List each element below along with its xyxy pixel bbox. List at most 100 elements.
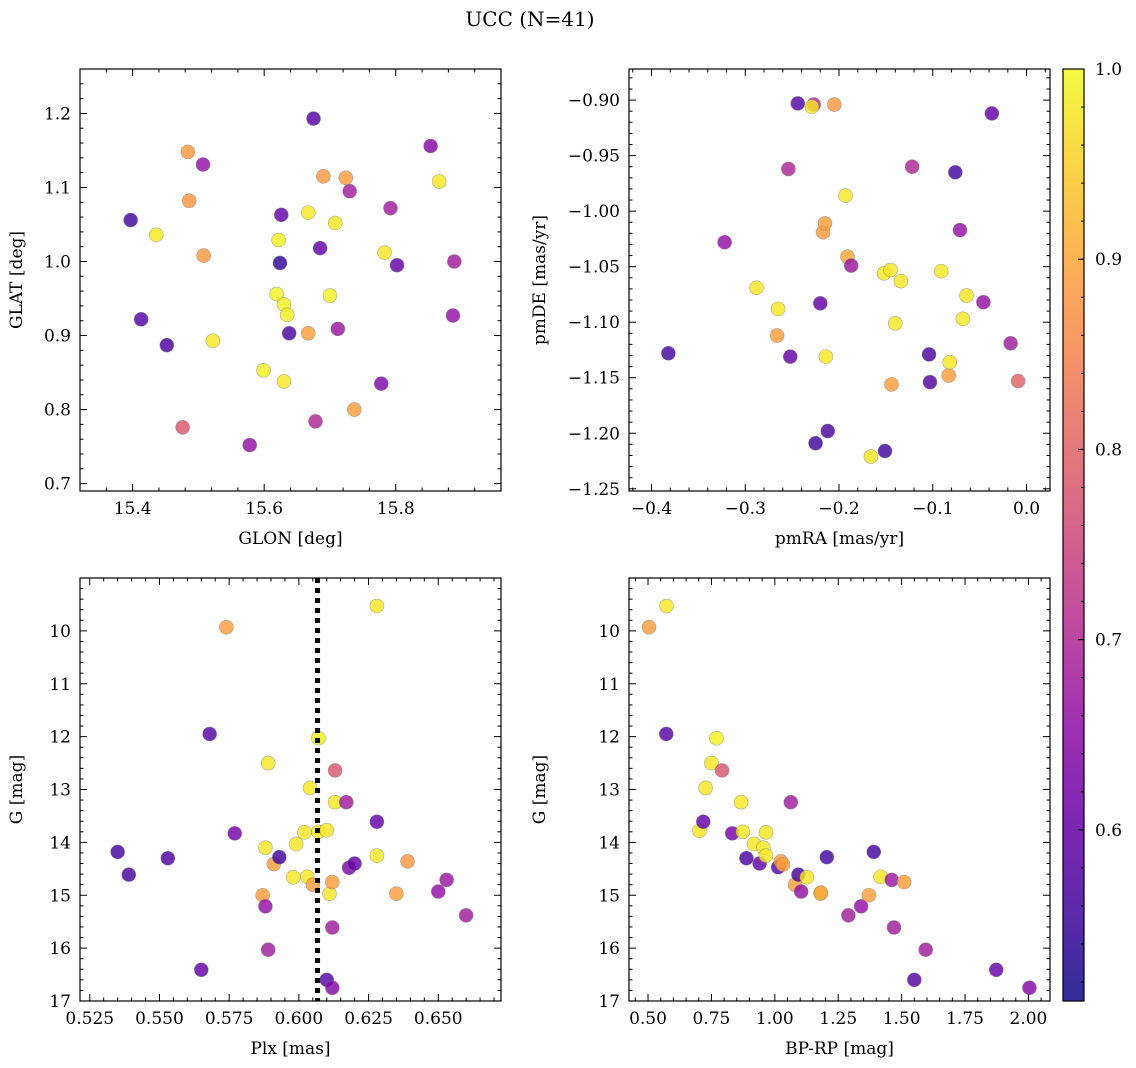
scatter-point — [369, 814, 385, 830]
scatter-point — [793, 884, 809, 899]
colorbar-tick-label: 0.8 — [1095, 440, 1122, 460]
y-tick-label: 10 — [49, 622, 71, 642]
x-tick-label: 15.8 — [377, 499, 415, 519]
scatter-point — [219, 619, 234, 635]
scatter-point — [819, 849, 835, 865]
y-tick-label: 13 — [598, 781, 620, 801]
scatter-point — [175, 420, 190, 435]
scatter-point — [758, 825, 774, 840]
scatter-panel-4: 0.50 0.75 1.00 1.25 1.50 1.75 2.00 10 11 12 13 14 15… — [530, 577, 1051, 1059]
scatter-point — [193, 962, 209, 978]
scatter-point — [988, 962, 1004, 978]
scatter-point — [863, 449, 879, 464]
colorbar-tick-label: 1.0 — [1095, 60, 1122, 80]
scatter-point — [808, 435, 823, 451]
y-tick-label: 0.9 — [44, 327, 71, 347]
scatter-point — [790, 96, 806, 111]
scatter-point — [258, 899, 273, 914]
axis-ticks — [629, 577, 1050, 1002]
scatter-point — [827, 97, 842, 112]
scatter-point — [942, 354, 957, 370]
x-tick-label: 1.25 — [819, 1009, 857, 1029]
x-axis-label: BP-RP [mag] — [785, 1039, 894, 1059]
scatter-point — [918, 942, 934, 958]
scatter-point — [439, 872, 454, 888]
scatter-point — [242, 437, 258, 453]
figure-title: UCC (N=41) — [465, 7, 594, 31]
scatter-point — [959, 288, 974, 303]
x-tick-label: −0.2 — [818, 499, 859, 519]
y-tick-label: −1.25 — [568, 480, 620, 500]
axes-frame — [628, 68, 1051, 492]
x-tick-label: 15.6 — [245, 499, 283, 519]
y-tick-label: 0.8 — [44, 401, 71, 421]
scatter-point — [123, 212, 138, 228]
x-tick-label: 0.650 — [414, 1009, 463, 1029]
scatter-point — [205, 333, 221, 349]
scatter-point — [733, 794, 749, 810]
scatter-point — [735, 824, 751, 840]
colorbar-tick-label: 0.6 — [1095, 821, 1122, 841]
scatter-point — [400, 854, 415, 869]
y-tick-label: 13 — [49, 781, 71, 801]
scatter-point — [300, 205, 316, 220]
y-axis-label: pmDE [mas/yr] — [530, 215, 550, 345]
scatter-point — [342, 183, 358, 199]
scatter-point — [955, 311, 971, 327]
scatter-point — [149, 227, 164, 243]
scatter-point — [256, 363, 271, 378]
scatter-point — [820, 423, 836, 439]
scatter-point — [327, 763, 343, 778]
y-axis-label: G [mag] — [7, 755, 27, 824]
scatter-point — [279, 307, 295, 323]
scatter-point — [659, 598, 674, 614]
scatter-points — [661, 96, 1026, 464]
x-tick-label: 0.50 — [629, 1009, 667, 1029]
scatter-point — [325, 920, 340, 935]
scatter-point — [195, 157, 211, 172]
scatter-point — [316, 169, 331, 184]
y-axis-label: GLAT [deg] — [7, 231, 27, 329]
scatter-point — [133, 311, 149, 327]
colorbar-tick-label: 0.9 — [1095, 250, 1122, 270]
scatter-point — [714, 763, 730, 778]
scatter-point — [877, 443, 893, 459]
scatter-point — [884, 377, 899, 392]
y-axis-label: G [mag] — [530, 755, 550, 824]
y-tick-label: −0.90 — [568, 91, 620, 111]
y-tick-label: 16 — [598, 939, 620, 959]
scatter-point — [976, 294, 991, 310]
scatter-point — [641, 619, 657, 635]
scatter-point — [272, 255, 288, 271]
axes-frame — [79, 68, 502, 492]
scatter-point — [196, 248, 211, 263]
y-tick-label: −1.05 — [568, 258, 620, 278]
scatter-point — [312, 240, 328, 256]
scatter-point — [347, 856, 362, 871]
scatter-point — [430, 884, 446, 899]
y-tick-label: 11 — [49, 675, 71, 695]
scatter-point — [843, 258, 859, 273]
scatter-point — [904, 159, 920, 175]
scatter-point — [817, 216, 833, 231]
scatter-point — [273, 207, 289, 223]
scatter-point — [369, 598, 385, 614]
scatter-point — [1010, 373, 1026, 389]
x-tick-label: 0.525 — [65, 1009, 114, 1029]
scatter-point — [921, 347, 937, 362]
scatter-point — [658, 726, 674, 742]
y-tick-label: 15 — [49, 886, 71, 906]
y-tick-label: 1.1 — [44, 178, 71, 198]
x-tick-label: 1.75 — [946, 1009, 984, 1029]
scatter-point — [896, 874, 912, 890]
scatter-point — [887, 316, 903, 331]
scatter-point — [347, 402, 362, 417]
x-tick-label: 0.600 — [275, 1009, 324, 1029]
scatter-point — [330, 321, 346, 337]
x-tick-label: 1.50 — [883, 1009, 921, 1029]
scatter-point — [325, 980, 340, 996]
scatter-point — [749, 280, 764, 296]
scatter-point — [907, 972, 922, 988]
scatter-point — [1003, 335, 1018, 351]
